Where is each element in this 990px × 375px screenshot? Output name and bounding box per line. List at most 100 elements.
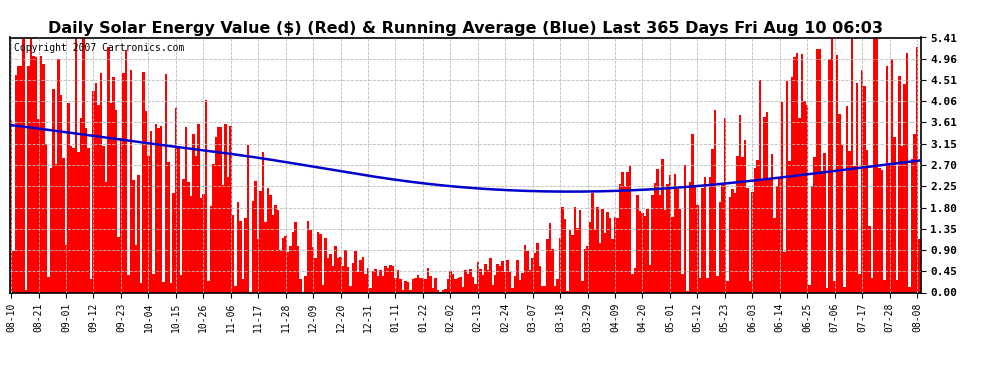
Bar (853, 166, 855, 292)
Bar (419, 278, 422, 292)
Bar (466, 274, 469, 292)
Bar (35, 57, 38, 292)
Bar (748, 280, 751, 292)
Bar (30, 38, 33, 292)
Bar (402, 290, 404, 292)
Bar (804, 100, 806, 292)
Bar (868, 226, 871, 292)
Bar (437, 290, 440, 292)
Bar (848, 151, 850, 292)
Bar (648, 265, 651, 292)
Bar (354, 251, 356, 292)
Bar (694, 185, 696, 292)
Bar (115, 110, 117, 292)
Bar (38, 119, 40, 292)
Bar (776, 186, 778, 292)
Bar (771, 154, 773, 292)
Bar (532, 258, 534, 292)
Bar (539, 266, 542, 292)
Bar (172, 193, 174, 292)
Bar (903, 84, 906, 292)
Bar (240, 221, 242, 292)
Bar (397, 270, 399, 292)
Bar (117, 237, 120, 292)
Bar (893, 136, 896, 292)
Bar (217, 127, 220, 292)
Bar (858, 274, 861, 292)
Bar (212, 164, 215, 292)
Bar (207, 281, 210, 292)
Bar (454, 279, 456, 292)
Bar (689, 182, 691, 292)
Bar (145, 111, 148, 292)
Bar (215, 137, 217, 292)
Bar (624, 186, 627, 292)
Bar (873, 38, 876, 292)
Bar (726, 280, 729, 292)
Bar (724, 118, 726, 292)
Bar (366, 268, 369, 292)
Bar (133, 180, 135, 292)
Bar (72, 148, 75, 292)
Bar (599, 243, 601, 292)
Bar (174, 108, 177, 292)
Bar (791, 76, 793, 292)
Bar (75, 38, 77, 292)
Bar (546, 239, 548, 292)
Bar (481, 275, 484, 292)
Bar (761, 180, 763, 292)
Bar (13, 251, 15, 292)
Bar (379, 270, 382, 292)
Bar (714, 111, 716, 292)
Bar (259, 190, 262, 292)
Bar (122, 72, 125, 292)
Bar (264, 222, 267, 292)
Bar (729, 197, 731, 292)
Bar (609, 218, 611, 292)
Bar (816, 49, 819, 292)
Bar (611, 239, 614, 292)
Bar (527, 251, 529, 292)
Bar (432, 288, 434, 292)
Bar (292, 232, 294, 292)
Bar (798, 118, 801, 292)
Bar (566, 291, 569, 292)
Bar (746, 188, 748, 292)
Bar (756, 160, 758, 292)
Bar (561, 207, 564, 292)
Bar (829, 59, 831, 292)
Bar (684, 165, 686, 292)
Bar (642, 213, 644, 292)
Bar (499, 266, 502, 292)
Bar (579, 210, 581, 292)
Bar (225, 124, 227, 292)
Bar (327, 258, 330, 292)
Bar (491, 285, 494, 292)
Bar (841, 145, 843, 292)
Bar (671, 217, 673, 292)
Bar (736, 156, 739, 292)
Bar (581, 280, 584, 292)
Bar (184, 127, 187, 292)
Bar (571, 235, 574, 292)
Bar (187, 182, 189, 292)
Bar (451, 274, 454, 292)
Bar (663, 210, 666, 292)
Bar (105, 182, 107, 292)
Bar (509, 272, 512, 292)
Bar (896, 280, 898, 292)
Bar (616, 217, 619, 292)
Bar (619, 184, 622, 292)
Bar (254, 181, 257, 292)
Bar (796, 53, 798, 292)
Bar (162, 282, 164, 292)
Bar (92, 92, 95, 292)
Bar (315, 258, 317, 292)
Bar (346, 267, 349, 292)
Bar (382, 276, 384, 292)
Bar (43, 64, 45, 292)
Bar (317, 232, 320, 292)
Bar (247, 146, 249, 292)
Bar (245, 218, 247, 292)
Bar (704, 177, 706, 292)
